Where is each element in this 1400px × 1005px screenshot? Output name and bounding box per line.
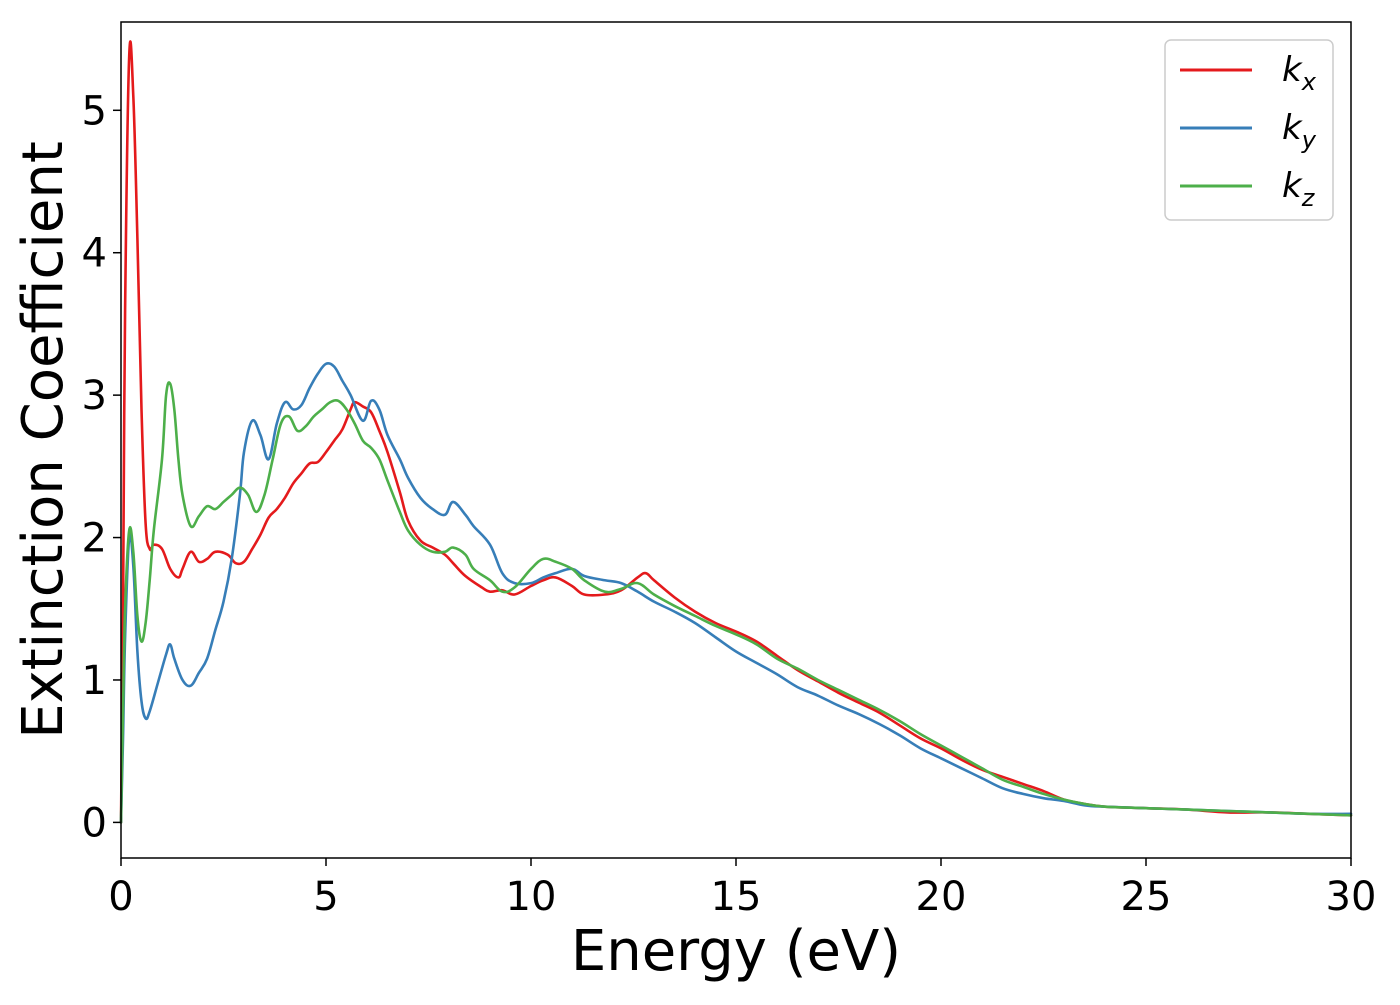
x-tick-label: 10 — [506, 874, 557, 920]
x-axis-title: Energy (eV) — [571, 919, 901, 984]
y-tick-label: 4 — [82, 231, 107, 277]
legend-label-x: kx — [1282, 50, 1317, 96]
y-tick-label: 3 — [82, 373, 107, 419]
y-tick-label: 5 — [82, 88, 107, 134]
legend: kx ky kz — [1164, 39, 1334, 221]
x-tick-label: 15 — [711, 874, 762, 920]
legend-box — [1164, 39, 1334, 221]
y-tick-label: 1 — [82, 658, 107, 704]
x-tick-label: 0 — [108, 874, 133, 920]
x-tick-label: 30 — [1326, 874, 1377, 920]
legend-label-y: ky — [1282, 108, 1317, 154]
y-axis-title: Extinction Coefficient — [11, 141, 76, 739]
tick-layer: 0 5 10 15 20 25 30 0 1 2 3 4 5 — [82, 88, 1377, 920]
x-tick-label: 25 — [1121, 874, 1172, 920]
legend-items: kx ky kz — [1180, 50, 1317, 212]
legend-label-z: kz — [1282, 166, 1316, 212]
y-tick-label: 0 — [82, 800, 107, 846]
series-line-z — [119, 381, 1353, 824]
series-line-x — [119, 40, 1353, 824]
series-line-y — [119, 361, 1353, 824]
series-layer — [119, 40, 1353, 824]
y-tick-label: 2 — [82, 516, 107, 562]
x-tick-label: 5 — [313, 874, 338, 920]
x-tick-label: 20 — [916, 874, 967, 920]
